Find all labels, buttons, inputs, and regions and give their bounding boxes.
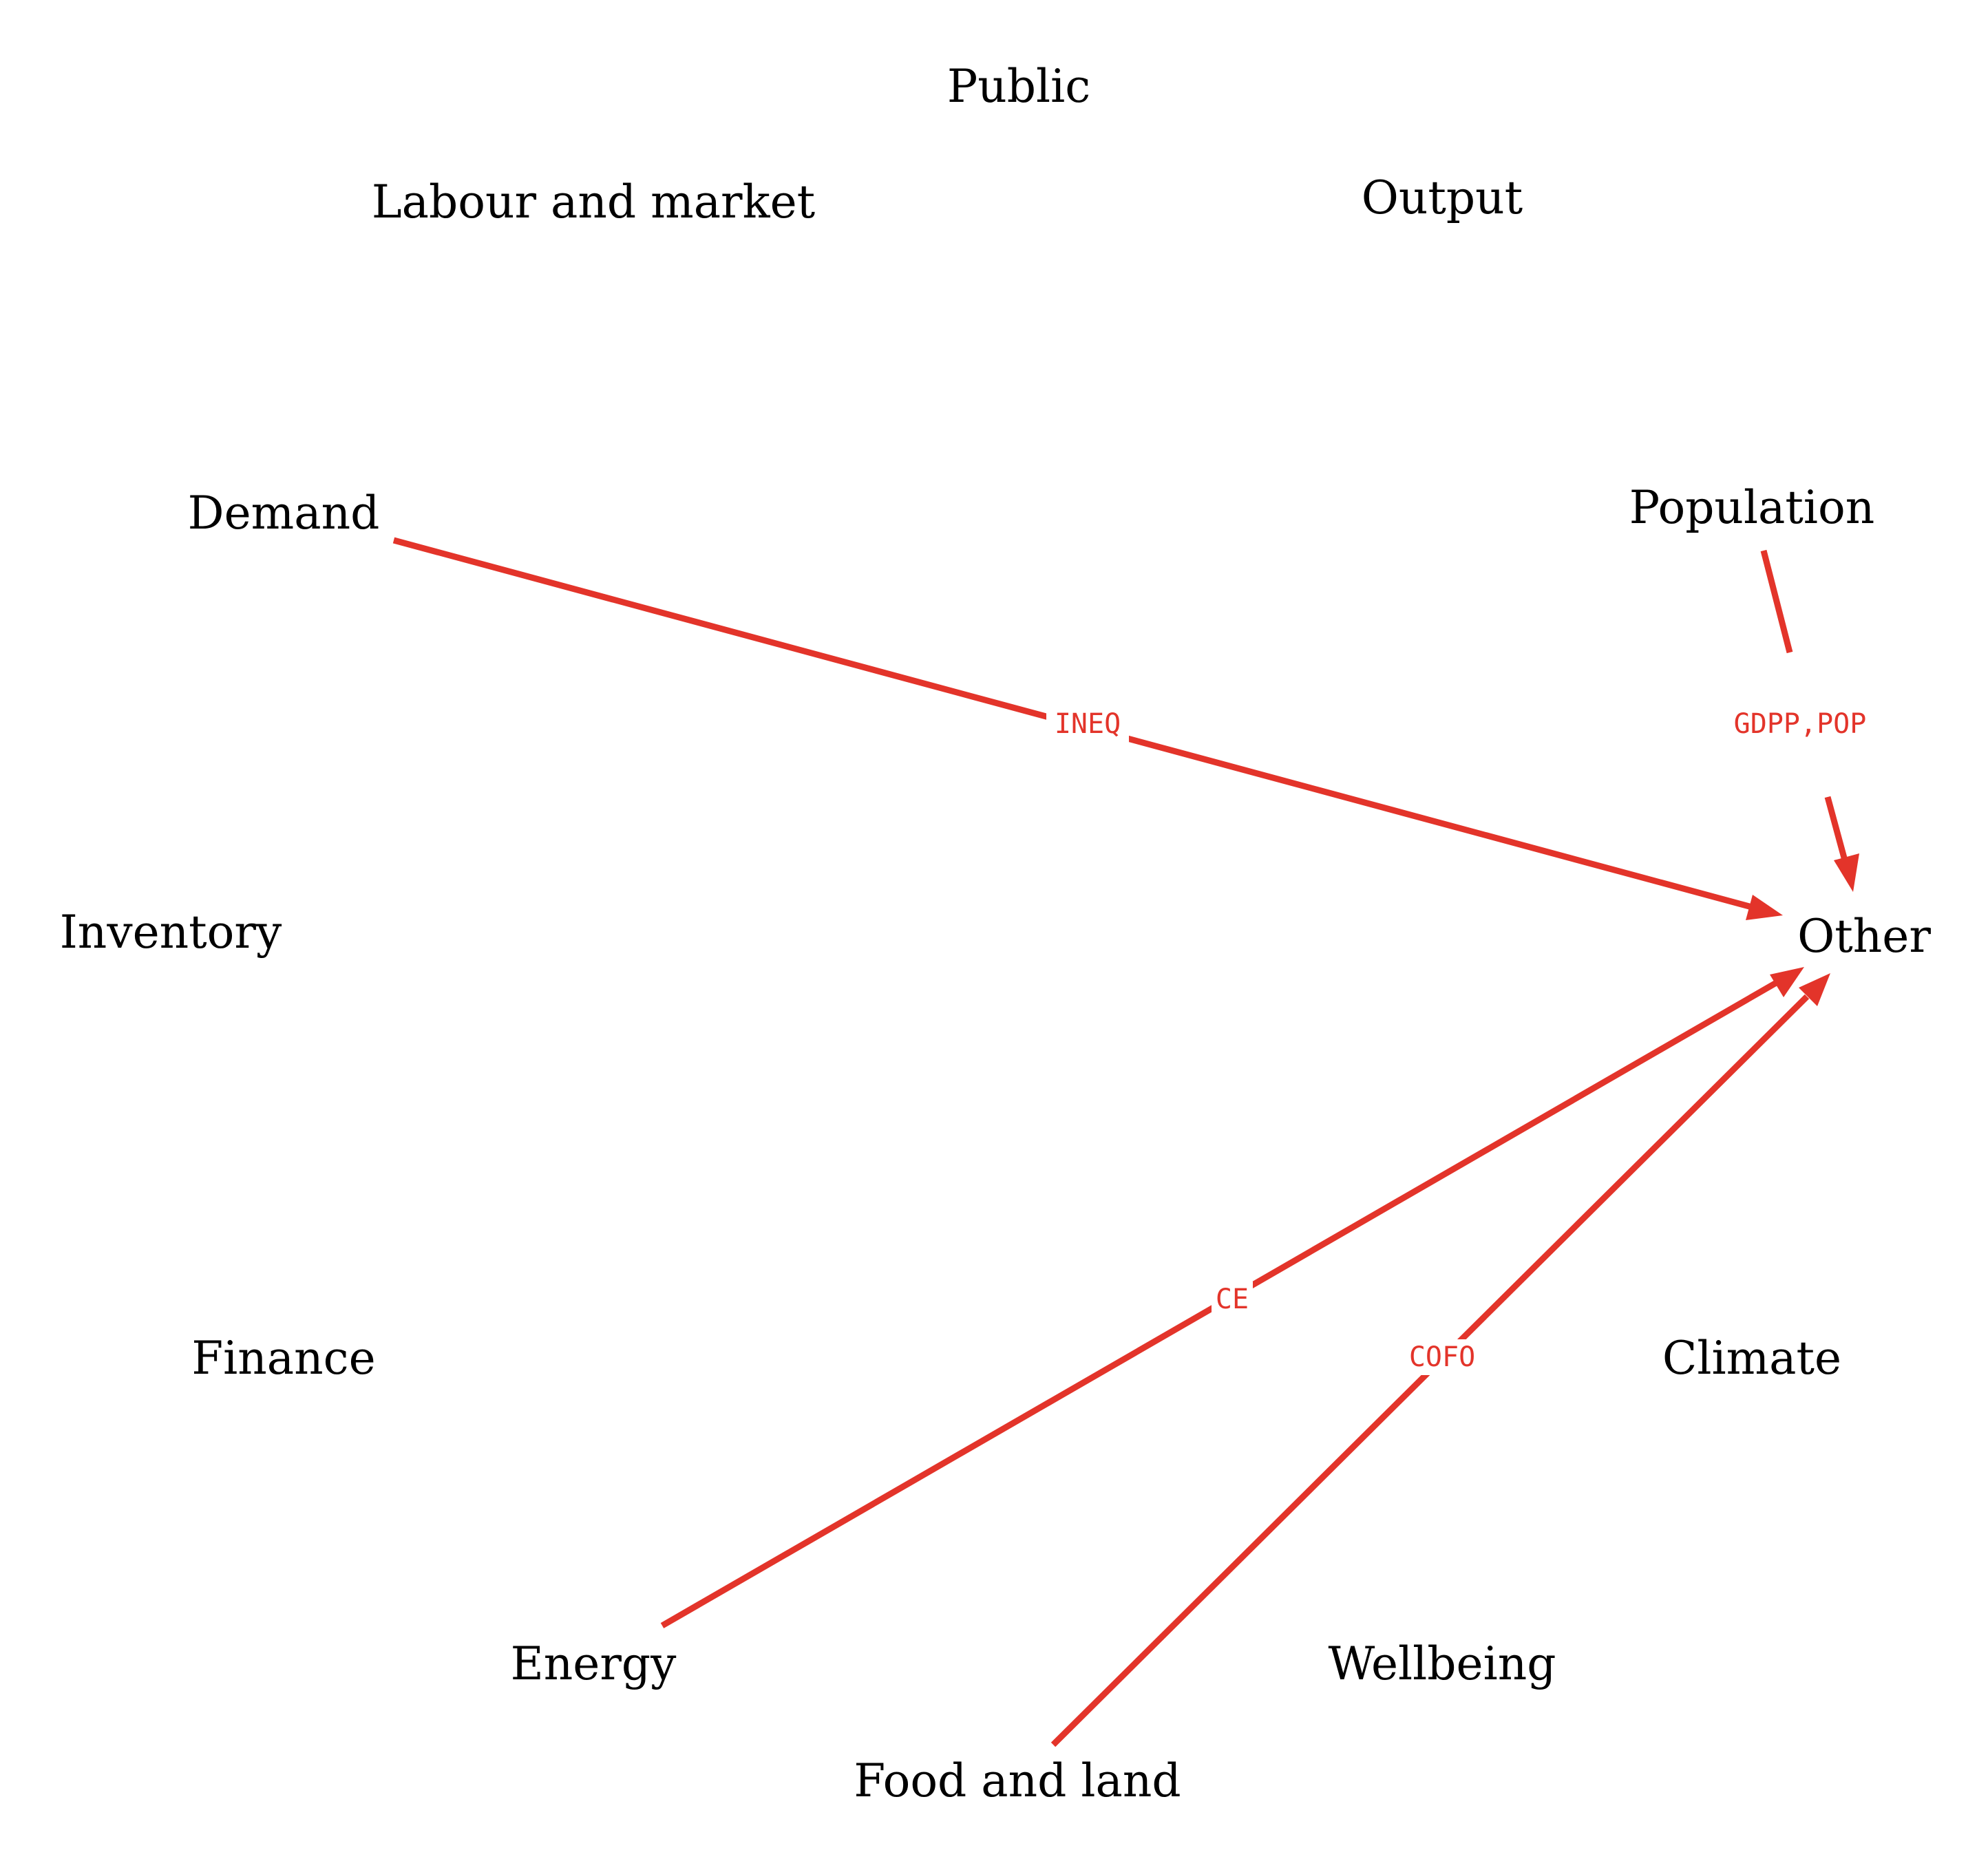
edge-label-cofo: COFO: [1409, 1341, 1475, 1373]
edge-label-ineq: INEQ: [1055, 708, 1121, 740]
edge-population-other-arrowhead: [1834, 853, 1859, 892]
node-wellbeing: Wellbeing: [1329, 1637, 1556, 1690]
nodes: Public Labour and market Output Demand P…: [60, 60, 1932, 1807]
edge-label-ce: CE: [1216, 1284, 1249, 1315]
node-demand: Demand: [188, 487, 380, 540]
edge-demand-other-arrowhead: [1746, 895, 1783, 920]
node-output: Output: [1362, 171, 1523, 224]
node-population: Population: [1629, 481, 1875, 534]
edge-label-gdpp-pop: GDPP,POP: [1734, 708, 1867, 740]
node-other: Other: [1797, 910, 1931, 963]
edge-food-other-arrowhead: [1799, 973, 1830, 1006]
node-food-and-land: Food and land: [854, 1754, 1181, 1807]
edge-labels: INEQ GDPP,POP CE COFO: [1046, 706, 1883, 1375]
edge-population-other-line-bottom: [1824, 796, 1848, 862]
node-finance: Finance: [191, 1332, 375, 1385]
node-public: Public: [947, 60, 1090, 113]
edge-population-other-line-top: [1760, 549, 1793, 654]
edge-energy-other-arrowhead: [1770, 967, 1804, 997]
node-climate: Climate: [1662, 1332, 1841, 1385]
node-labour-and-market: Labour and market: [372, 176, 815, 228]
node-inventory: Inventory: [60, 906, 282, 959]
node-energy: Energy: [511, 1637, 677, 1690]
